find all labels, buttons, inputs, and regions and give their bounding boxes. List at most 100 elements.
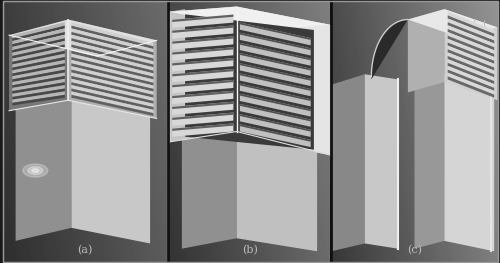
Polygon shape: [448, 25, 494, 47]
Polygon shape: [72, 85, 154, 107]
Polygon shape: [172, 80, 234, 93]
Polygon shape: [12, 47, 65, 62]
Polygon shape: [12, 54, 65, 68]
Polygon shape: [448, 12, 494, 34]
Polygon shape: [72, 79, 154, 101]
Polygon shape: [448, 29, 494, 50]
Polygon shape: [12, 70, 65, 82]
Polygon shape: [332, 74, 364, 251]
Polygon shape: [172, 58, 234, 65]
Polygon shape: [240, 114, 310, 137]
Polygon shape: [172, 102, 234, 109]
Polygon shape: [72, 28, 154, 52]
Polygon shape: [68, 19, 156, 118]
Polygon shape: [240, 33, 310, 55]
Polygon shape: [185, 14, 314, 150]
Polygon shape: [182, 126, 236, 249]
Polygon shape: [240, 23, 310, 45]
Polygon shape: [172, 113, 234, 120]
Polygon shape: [72, 76, 154, 98]
Polygon shape: [72, 47, 154, 71]
Polygon shape: [172, 91, 234, 104]
Polygon shape: [12, 51, 65, 64]
Polygon shape: [240, 124, 310, 147]
Polygon shape: [240, 73, 310, 96]
Polygon shape: [172, 36, 234, 44]
Polygon shape: [72, 73, 154, 95]
Polygon shape: [448, 52, 494, 74]
Polygon shape: [314, 22, 330, 155]
Bar: [2, 1, 166, 262]
Polygon shape: [72, 35, 154, 58]
Polygon shape: [12, 38, 65, 53]
Polygon shape: [172, 91, 234, 98]
Polygon shape: [372, 19, 408, 79]
Polygon shape: [172, 69, 234, 82]
Polygon shape: [12, 89, 65, 100]
Polygon shape: [172, 58, 234, 71]
Polygon shape: [240, 94, 310, 117]
Polygon shape: [448, 36, 494, 57]
Polygon shape: [12, 95, 65, 105]
Polygon shape: [444, 74, 494, 251]
Circle shape: [32, 169, 39, 173]
Polygon shape: [172, 36, 234, 50]
Polygon shape: [240, 73, 310, 91]
Polygon shape: [72, 26, 154, 49]
Polygon shape: [240, 114, 310, 132]
Polygon shape: [169, 9, 185, 142]
Polygon shape: [240, 33, 310, 50]
Polygon shape: [448, 73, 494, 95]
Polygon shape: [240, 63, 310, 81]
Polygon shape: [72, 89, 154, 110]
Polygon shape: [12, 22, 65, 38]
Polygon shape: [16, 93, 72, 241]
Polygon shape: [72, 82, 154, 104]
Polygon shape: [12, 28, 65, 44]
Polygon shape: [240, 43, 310, 66]
Polygon shape: [240, 53, 310, 70]
Polygon shape: [72, 63, 154, 85]
Polygon shape: [12, 91, 65, 103]
Circle shape: [28, 167, 43, 175]
Polygon shape: [240, 63, 310, 86]
Polygon shape: [448, 18, 494, 41]
Polygon shape: [444, 9, 498, 100]
Polygon shape: [408, 9, 445, 93]
Polygon shape: [172, 47, 234, 60]
Polygon shape: [448, 45, 494, 68]
Polygon shape: [240, 104, 310, 127]
Polygon shape: [172, 102, 234, 115]
Polygon shape: [12, 82, 65, 94]
Polygon shape: [172, 69, 234, 77]
Polygon shape: [448, 70, 494, 91]
Polygon shape: [72, 44, 154, 67]
Polygon shape: [12, 32, 65, 47]
Polygon shape: [9, 19, 68, 111]
Polygon shape: [448, 32, 494, 54]
Polygon shape: [169, 7, 330, 30]
Polygon shape: [72, 41, 154, 64]
Polygon shape: [172, 123, 234, 137]
Polygon shape: [72, 93, 150, 244]
Polygon shape: [72, 57, 154, 79]
Polygon shape: [72, 32, 154, 55]
Polygon shape: [72, 54, 154, 77]
Polygon shape: [172, 26, 234, 39]
Polygon shape: [240, 53, 310, 76]
Polygon shape: [172, 47, 234, 55]
Polygon shape: [448, 66, 494, 88]
Polygon shape: [448, 56, 494, 77]
Polygon shape: [12, 76, 65, 88]
Polygon shape: [72, 38, 154, 61]
Polygon shape: [240, 124, 310, 142]
Polygon shape: [12, 66, 65, 79]
Polygon shape: [72, 22, 154, 46]
Polygon shape: [72, 51, 154, 73]
Polygon shape: [72, 70, 154, 92]
Text: (a): (a): [78, 245, 92, 255]
Polygon shape: [414, 74, 444, 249]
Polygon shape: [236, 126, 317, 251]
Polygon shape: [12, 73, 65, 85]
Polygon shape: [172, 113, 234, 126]
